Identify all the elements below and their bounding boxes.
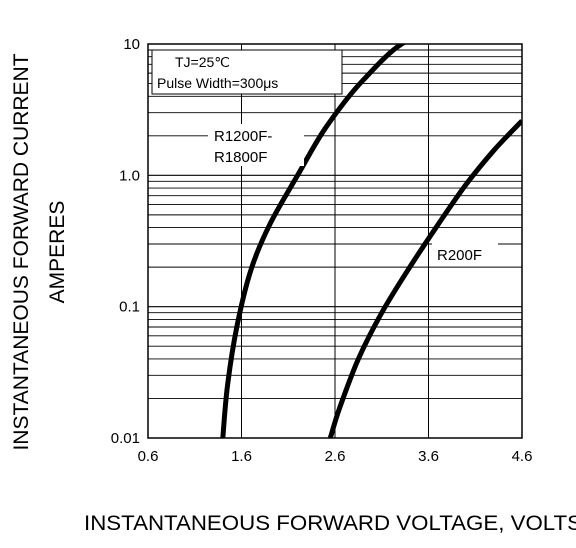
series-label-background bbox=[208, 124, 304, 166]
y-tick-label: 1.0 bbox=[119, 167, 140, 184]
series-line-r1200f-r1800f bbox=[220, 44, 407, 438]
x-axis-ticks: 0.6 1.6 2.6 3.6 4.6 bbox=[138, 448, 533, 465]
x-tick-label: 1.6 bbox=[231, 448, 252, 465]
y-tick-label: 10 bbox=[123, 36, 140, 53]
x-tick-label: 3.6 bbox=[418, 448, 439, 465]
junction-temperature-note: TJ=25℃ bbox=[175, 54, 230, 70]
y-axis-title-line-1: INSTANTANEOUS FORWARD CURRENT bbox=[10, 53, 33, 450]
x-tick-label: 4.6 bbox=[512, 448, 533, 465]
series-label-r1200f-r1800f: R1200F- R1800F bbox=[208, 124, 304, 166]
grid bbox=[148, 44, 522, 438]
y-tick-label: 0.01 bbox=[111, 430, 140, 447]
y-tick-label: 0.1 bbox=[119, 299, 140, 316]
conditions-box: TJ=25℃ Pulse Width=300μs bbox=[151, 49, 343, 95]
conditions-box-frame bbox=[151, 49, 343, 95]
y-axis-title-line-2: AMPERES bbox=[46, 201, 69, 304]
series-layer bbox=[220, 44, 522, 438]
series-label-background bbox=[432, 243, 498, 265]
x-tick-label: 0.6 bbox=[138, 448, 159, 465]
y-axis-ticks: 0.01 0.1 1.0 10 bbox=[111, 36, 140, 447]
series-label-r200f: R200F bbox=[432, 243, 498, 265]
series-line-r200f bbox=[327, 119, 522, 438]
x-axis-title: INSTANTANEOUS FORWARD VOLTAGE, VOLTS bbox=[84, 512, 576, 535]
series-label-line-2: R1800F bbox=[214, 149, 267, 166]
series-label-line-1: R200F bbox=[437, 247, 482, 264]
series-label-line-1: R1200F- bbox=[214, 128, 272, 145]
x-tick-label: 2.6 bbox=[325, 448, 346, 465]
pulse-width-note: Pulse Width=300μs bbox=[157, 75, 278, 91]
plot-frame bbox=[147, 43, 523, 439]
